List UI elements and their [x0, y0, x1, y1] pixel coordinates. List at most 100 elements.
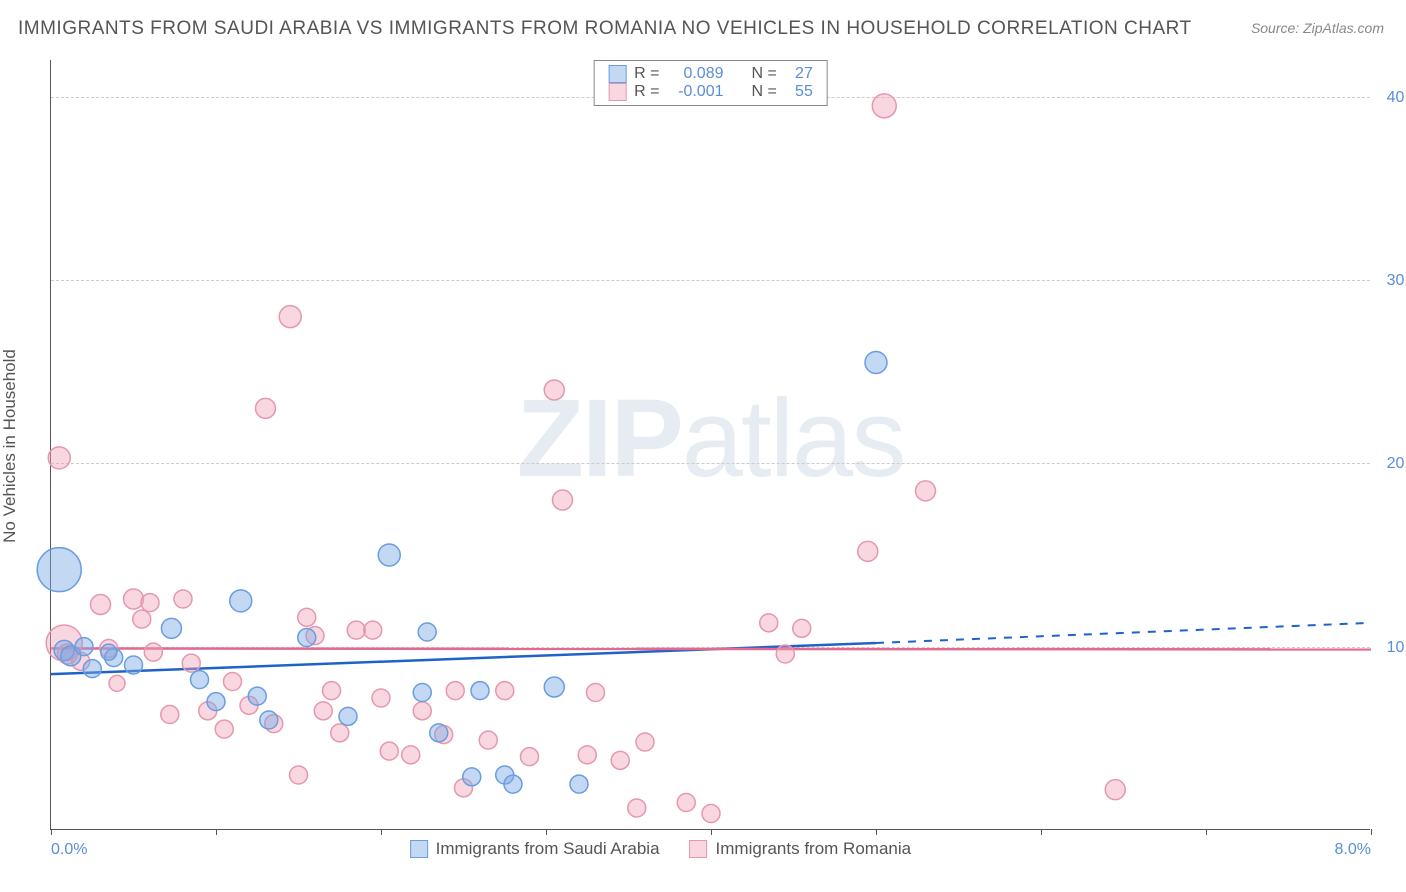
data-point-romania — [256, 398, 276, 418]
data-point-romania — [144, 643, 162, 661]
data-point-romania — [628, 799, 646, 817]
data-point-romania — [91, 595, 111, 615]
data-point-romania — [521, 748, 539, 766]
data-point-saudi — [191, 671, 209, 689]
data-point-romania — [331, 724, 349, 742]
n-value-saudi: 27 — [785, 65, 813, 83]
data-point-romania — [298, 608, 316, 626]
data-point-saudi — [418, 623, 436, 641]
r-label: R = — [634, 83, 659, 101]
y-tick-label: 20.0% — [1387, 455, 1406, 473]
x-tick-label: 8.0% — [1335, 841, 1371, 859]
data-point-romania — [916, 481, 936, 501]
source-label: Source: ZipAtlas.com — [1251, 20, 1384, 36]
data-point-saudi — [248, 687, 266, 705]
data-point-saudi — [207, 693, 225, 711]
data-point-romania — [760, 614, 778, 632]
y-axis-label: No Vehicles in Household — [0, 349, 20, 543]
data-point-saudi — [260, 711, 278, 729]
x-tick — [876, 829, 877, 835]
data-point-saudi — [570, 775, 588, 793]
y-tick-label: 30.0% — [1387, 272, 1406, 290]
data-point-saudi — [463, 768, 481, 786]
x-tick — [216, 829, 217, 835]
x-tick — [1206, 829, 1207, 835]
legend-row-saudi: R = 0.089 N = 27 — [608, 65, 813, 83]
data-point-romania — [677, 794, 695, 812]
data-point-romania — [314, 702, 332, 720]
data-point-romania — [544, 380, 564, 400]
data-point-saudi — [413, 684, 431, 702]
data-point-saudi — [378, 544, 400, 566]
data-point-romania — [587, 684, 605, 702]
data-point-romania — [323, 682, 341, 700]
data-point-saudi — [544, 677, 564, 697]
data-point-romania — [290, 766, 308, 784]
x-tick — [51, 829, 52, 835]
series-name-romania: Immigrants from Romania — [716, 839, 912, 859]
r-label: R = — [634, 65, 659, 83]
legend-item-romania: Immigrants from Romania — [690, 839, 912, 859]
data-point-romania — [578, 746, 596, 764]
data-point-romania — [347, 621, 365, 639]
data-point-romania — [161, 706, 179, 724]
data-point-saudi — [430, 724, 448, 742]
y-tick-label: 10.0% — [1387, 639, 1406, 657]
data-point-saudi — [161, 618, 181, 638]
r-value-saudi: 0.089 — [668, 65, 724, 83]
n-value-romania: 55 — [785, 83, 813, 101]
swatch-romania — [608, 83, 626, 101]
series-name-saudi: Immigrants from Saudi Arabia — [436, 839, 660, 859]
stats-legend: R = 0.089 N = 27 R = -0.001 N = 55 — [593, 60, 828, 106]
data-point-saudi — [339, 707, 357, 725]
data-point-romania — [279, 306, 301, 328]
data-point-romania — [372, 689, 390, 707]
data-point-romania — [496, 682, 514, 700]
r-value-romania: -0.001 — [668, 83, 724, 101]
data-point-saudi — [125, 656, 143, 674]
data-point-romania — [1105, 780, 1125, 800]
data-point-romania — [446, 682, 464, 700]
data-point-romania — [48, 447, 70, 469]
data-point-romania — [402, 746, 420, 764]
data-point-saudi — [865, 352, 887, 374]
data-point-romania — [636, 733, 654, 751]
series-legend: Immigrants from Saudi Arabia Immigrants … — [410, 839, 911, 859]
x-tick — [381, 829, 382, 835]
legend-item-saudi: Immigrants from Saudi Arabia — [410, 839, 660, 859]
data-point-romania — [872, 94, 896, 118]
legend-row-romania: R = -0.001 N = 55 — [608, 83, 813, 101]
n-label: N = — [752, 65, 777, 83]
data-point-saudi — [471, 682, 489, 700]
y-tick-label: 40.0% — [1387, 89, 1406, 107]
data-point-romania — [109, 675, 125, 691]
data-point-saudi — [230, 590, 252, 612]
data-point-romania — [793, 619, 811, 637]
data-point-romania — [611, 751, 629, 769]
data-point-romania — [174, 590, 192, 608]
data-point-saudi — [37, 548, 81, 592]
data-point-romania — [413, 702, 431, 720]
x-tick — [711, 829, 712, 835]
x-tick — [1371, 829, 1372, 835]
x-tick-label: 0.0% — [51, 841, 87, 859]
data-point-romania — [133, 610, 151, 628]
data-point-romania — [364, 621, 382, 639]
scatter-points — [51, 60, 1370, 829]
data-point-romania — [380, 742, 398, 760]
data-point-saudi — [83, 660, 101, 678]
plot-area: ZIPatlas 10.0%20.0%30.0%40.0% R = 0.089 … — [50, 60, 1370, 830]
data-point-romania — [182, 654, 200, 672]
data-point-romania — [702, 805, 720, 823]
swatch-saudi — [410, 840, 428, 858]
x-tick — [1041, 829, 1042, 835]
n-label: N = — [752, 83, 777, 101]
data-point-romania — [224, 673, 242, 691]
data-point-saudi — [101, 644, 117, 660]
data-point-saudi — [298, 629, 316, 647]
data-point-romania — [124, 589, 144, 609]
data-point-saudi — [504, 775, 522, 793]
data-point-romania — [776, 645, 794, 663]
data-point-saudi — [75, 638, 93, 656]
data-point-romania — [553, 490, 573, 510]
